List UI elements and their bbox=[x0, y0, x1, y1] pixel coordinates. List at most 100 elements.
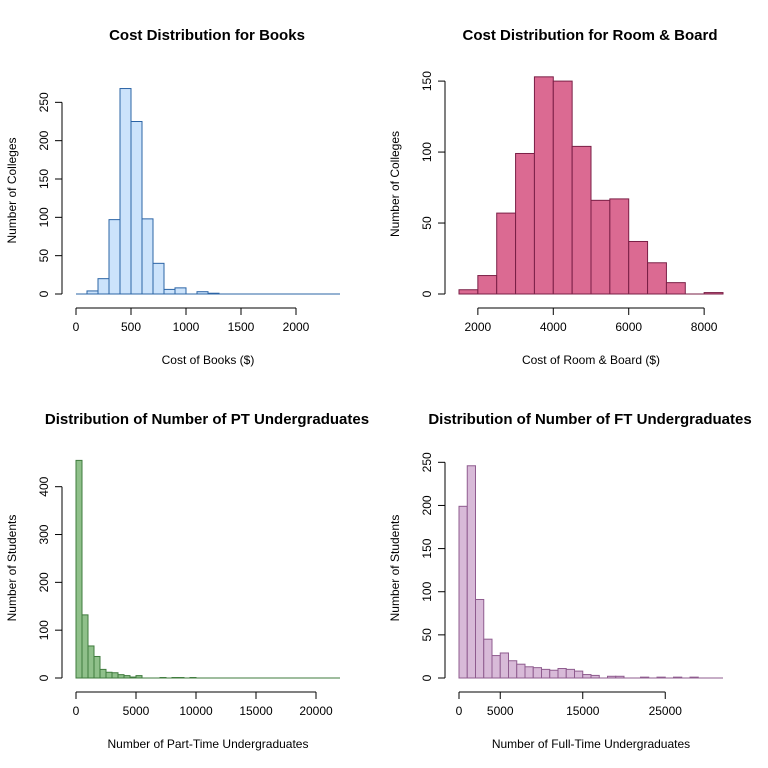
histogram-bar bbox=[565, 668, 575, 679]
x-tick-label: 15000 bbox=[566, 704, 600, 718]
y-tick-label: 50 bbox=[37, 249, 51, 263]
histogram-bar bbox=[483, 638, 493, 679]
x-axis-label: Number of Part-Time Undergraduates bbox=[108, 737, 309, 751]
histogram-bar bbox=[524, 666, 534, 679]
histogram-bar bbox=[571, 145, 592, 295]
x-tick-label: 20000 bbox=[299, 704, 333, 718]
histogram-bar bbox=[81, 614, 89, 679]
x-tick-label: 2000 bbox=[465, 320, 492, 334]
histogram-bar bbox=[141, 218, 154, 295]
histogram-bar bbox=[508, 660, 518, 679]
x-tick-label: 4000 bbox=[540, 320, 567, 334]
histogram-bar bbox=[574, 670, 584, 679]
histogram-bar bbox=[163, 288, 176, 295]
histogram-bar bbox=[549, 669, 559, 679]
x-tick-label: 25000 bbox=[649, 704, 683, 718]
x-tick-label: 5000 bbox=[487, 704, 514, 718]
y-tick-label: 0 bbox=[37, 290, 51, 297]
histogram-bar bbox=[174, 287, 187, 295]
y-tick-label: 0 bbox=[420, 290, 434, 297]
histogram-bar bbox=[130, 121, 143, 295]
y-tick-label: 150 bbox=[420, 71, 434, 91]
histogram-bar bbox=[499, 652, 509, 679]
y-tick-label: 50 bbox=[420, 216, 434, 230]
x-tick-label: 15000 bbox=[239, 704, 273, 718]
y-tick-label: 0 bbox=[420, 674, 434, 681]
chart-title: Cost Distribution for Room & Board bbox=[463, 27, 718, 44]
histogram-bar bbox=[477, 275, 498, 295]
histogram-bar bbox=[552, 80, 573, 295]
histogram-bar bbox=[533, 76, 554, 295]
y-axis-label: Number of Colleges bbox=[5, 137, 19, 243]
histogram-bar bbox=[628, 240, 649, 295]
y-tick-label: 150 bbox=[37, 169, 51, 189]
chart-title: Cost Distribution for Books bbox=[109, 27, 305, 44]
x-tick-label: 0 bbox=[73, 704, 80, 718]
histogram-bar bbox=[108, 219, 121, 295]
x-tick-label: 500 bbox=[121, 320, 141, 334]
x-tick-label: 1500 bbox=[228, 320, 255, 334]
histogram-bar bbox=[152, 262, 165, 295]
y-tick-label: 100 bbox=[420, 581, 434, 601]
histogram-bar bbox=[590, 199, 611, 295]
chart-panel-ft-undergrad: Distribution of Number of FT Undergradua… bbox=[388, 411, 752, 751]
histogram-bar bbox=[532, 667, 542, 679]
y-tick-label: 100 bbox=[37, 207, 51, 227]
histogram-bar bbox=[516, 663, 526, 679]
y-tick-label: 100 bbox=[37, 620, 51, 640]
histogram-bar bbox=[496, 212, 517, 295]
histogram-bar bbox=[93, 655, 101, 679]
chart-title: Distribution of Number of PT Undergradua… bbox=[45, 411, 369, 428]
x-tick-label: 6000 bbox=[615, 320, 642, 334]
histogram-bar bbox=[117, 674, 125, 679]
histogram-bar bbox=[582, 674, 592, 679]
histogram-bar bbox=[491, 655, 501, 679]
histogram-bar bbox=[87, 645, 95, 679]
y-tick-label: 250 bbox=[37, 92, 51, 112]
chart-title: Distribution of Number of FT Undergradua… bbox=[428, 411, 751, 428]
x-tick-label: 2000 bbox=[283, 320, 310, 334]
histogram-bar bbox=[458, 505, 468, 679]
histogram-bar bbox=[111, 672, 119, 679]
x-axis-label: Cost of Books ($) bbox=[162, 353, 255, 367]
y-tick-label: 200 bbox=[37, 572, 51, 592]
histogram-bar bbox=[541, 668, 551, 679]
histogram-bar bbox=[609, 198, 630, 295]
y-tick-label: 200 bbox=[420, 495, 434, 515]
x-tick-label: 0 bbox=[456, 704, 463, 718]
x-tick-label: 1000 bbox=[173, 320, 200, 334]
y-tick-label: 150 bbox=[420, 538, 434, 558]
chart-panel-pt-undergrad: Distribution of Number of PT Undergradua… bbox=[5, 411, 369, 751]
histogram-bar bbox=[466, 465, 476, 679]
histogram-bar bbox=[119, 88, 132, 295]
x-tick-label: 10000 bbox=[179, 704, 213, 718]
y-tick-label: 250 bbox=[420, 452, 434, 472]
y-tick-label: 400 bbox=[37, 476, 51, 496]
y-axis-label: Number of Students bbox=[5, 515, 19, 622]
x-tick-label: 8000 bbox=[691, 320, 718, 334]
y-axis-label: Number of Colleges bbox=[388, 131, 402, 237]
x-axis-label: Cost of Room & Board ($) bbox=[522, 353, 660, 367]
histogram-bar bbox=[97, 278, 110, 295]
y-tick-label: 300 bbox=[37, 524, 51, 544]
y-tick-label: 100 bbox=[420, 142, 434, 162]
y-tick-label: 0 bbox=[37, 674, 51, 681]
histogram-bar bbox=[75, 459, 83, 679]
histogram-bar bbox=[647, 262, 667, 295]
chart-panel-room-board: Cost Distribution for Room & Board 2000 40… bbox=[388, 27, 724, 367]
histogram-bar bbox=[475, 598, 485, 679]
histogram-bar bbox=[105, 671, 113, 679]
y-tick-label: 50 bbox=[420, 628, 434, 642]
x-axis-label: Number of Full-Time Undergraduates bbox=[492, 737, 690, 751]
histogram-bar bbox=[665, 282, 686, 295]
histogram-bar bbox=[515, 152, 535, 295]
histogram-bar bbox=[99, 668, 107, 679]
histogram-bar bbox=[458, 289, 479, 295]
y-tick-label: 200 bbox=[37, 130, 51, 150]
x-tick-label: 5000 bbox=[123, 704, 150, 718]
x-tick-label: 0 bbox=[73, 320, 80, 334]
histogram-bar bbox=[557, 668, 567, 679]
y-axis-label: Number of Students bbox=[388, 515, 402, 622]
